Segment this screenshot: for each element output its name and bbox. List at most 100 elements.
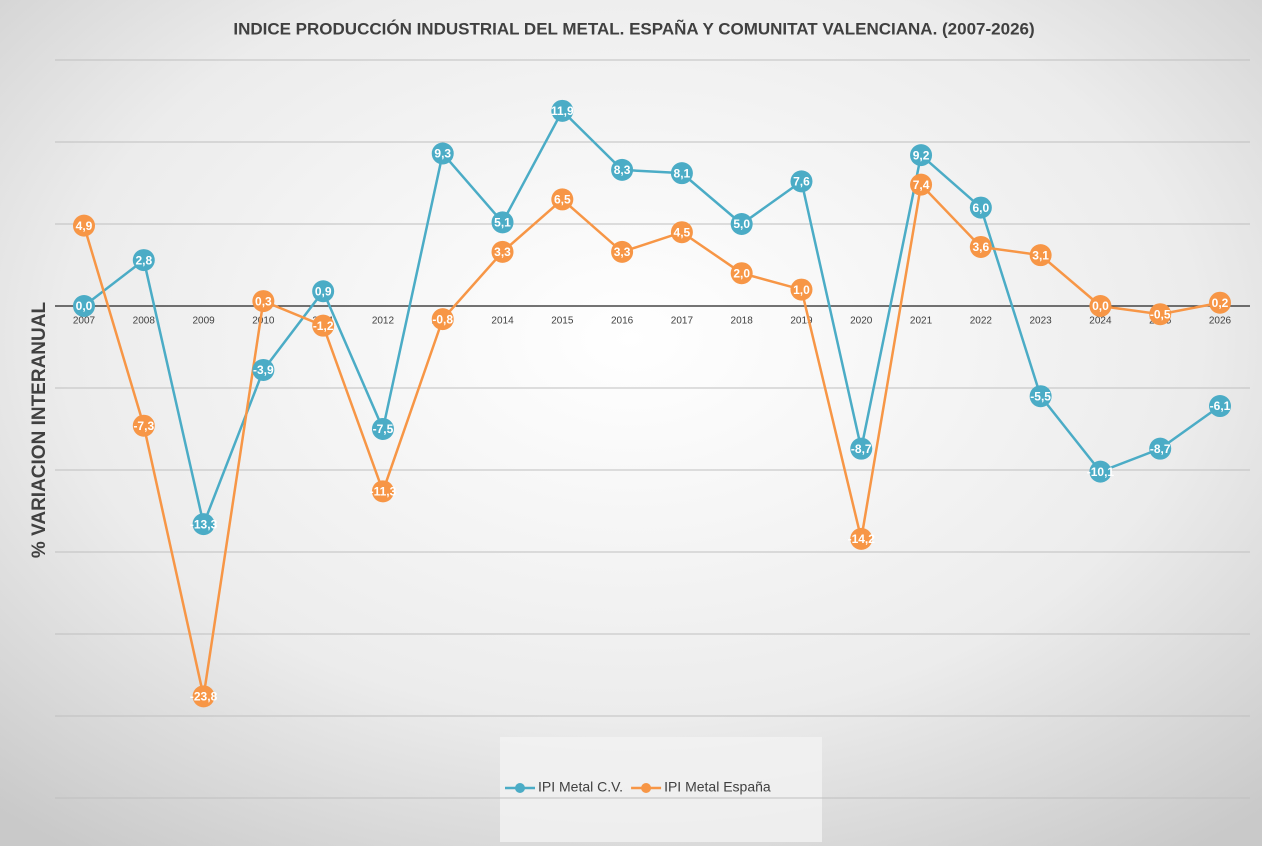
point [1029,385,1052,408]
data-label: -7,3 [133,419,154,433]
data-label: 2,8 [135,253,152,267]
point [1149,437,1172,460]
data-label: -5,5 [1030,389,1051,403]
x-tick-label: 2018 [731,316,754,327]
data-label: -10,1 [1087,465,1115,479]
data-label: 2,0 [733,266,750,280]
point [910,144,933,167]
point [192,513,215,536]
point [1209,291,1231,314]
data-label: 3,1 [1032,248,1049,262]
x-tick-label: 2024 [1089,316,1112,327]
point [1029,244,1052,267]
y-axis-title: % VARIACION INTERANUAL [29,302,50,559]
data-label: 3,3 [494,245,511,259]
point [312,280,335,303]
point [312,314,335,337]
data-label: 8,3 [614,163,631,177]
point [910,173,933,196]
point [551,188,574,211]
point [1209,395,1231,418]
data-label: -6,1 [1210,399,1231,413]
x-tick-label: 2014 [491,316,514,327]
x-tick-label: 2016 [611,316,634,327]
data-label: -7,5 [373,422,394,436]
point [371,480,394,503]
point [132,414,155,437]
x-tick-label: 2026 [1209,316,1232,327]
legend-box [500,737,822,842]
point [252,290,275,313]
point [1089,295,1112,317]
data-label: 0,0 [1092,299,1109,313]
x-tick-label: 2020 [850,316,873,327]
point [790,278,813,301]
point [670,221,693,244]
data-label: 5,1 [494,216,511,230]
data-label: 5,0 [733,217,750,231]
chart-title: INDICE PRODUCCIÓN INDUSTRIAL DEL METAL. … [233,18,1034,38]
data-label: -23,8 [190,689,218,703]
x-tick-label: 2019 [790,316,813,327]
legend-label: IPI Metal C.V. [538,779,623,795]
data-label: 7,6 [793,175,810,189]
data-label: -14,2 [848,532,876,546]
x-tick-label: 2012 [372,316,395,327]
point [611,240,634,263]
point [431,142,454,165]
legend-label: IPI Metal España [664,779,771,795]
data-label: 3,6 [972,240,989,254]
data-label: -3,9 [253,363,274,377]
point [1089,460,1112,483]
point [850,437,873,460]
data-label: 11,9 [551,104,574,118]
point [371,418,394,440]
data-label: 3,3 [614,245,631,259]
point [551,99,574,122]
x-tick-label: 2021 [910,316,933,327]
x-tick-label: 2015 [551,316,574,327]
point [850,527,873,550]
x-tick-label: 2008 [133,316,156,327]
x-tick-label: 2007 [73,316,96,327]
data-label: 1,0 [793,283,810,297]
point [431,308,454,331]
data-label: 0,3 [255,294,272,308]
point [132,249,155,272]
point [670,162,693,185]
data-label: 9,3 [434,147,451,161]
point [73,214,95,237]
point [192,685,215,708]
point [1149,303,1172,326]
data-label: 7,4 [913,178,930,192]
data-label: 6,0 [972,201,989,215]
data-label: 6,5 [554,193,571,207]
point [611,158,634,181]
legend-marker [641,783,652,793]
data-label: -0,8 [432,312,453,326]
point [73,295,95,317]
legend-marker [515,783,525,793]
x-tick-label: 2017 [671,316,694,327]
data-label: -13,3 [190,517,218,531]
data-label: 4,5 [674,225,691,239]
x-tick-label: 2022 [970,316,993,327]
data-label: -11,3 [370,484,397,498]
point [730,213,753,235]
series-line [83,108,1221,529]
data-label: -8,7 [851,442,872,456]
point [252,358,275,381]
point [969,196,992,219]
x-tick-label: 2023 [1030,316,1053,327]
point [790,170,813,193]
data-label: -1,2 [313,319,334,333]
data-label: -8,7 [1150,442,1171,456]
data-label: -0,5 [1150,307,1171,321]
x-tick-label: 2010 [252,316,275,327]
data-label: 8,1 [674,166,691,180]
data-label: 0,0 [76,299,93,313]
point [491,240,514,263]
x-tick-label: 2009 [192,316,215,327]
